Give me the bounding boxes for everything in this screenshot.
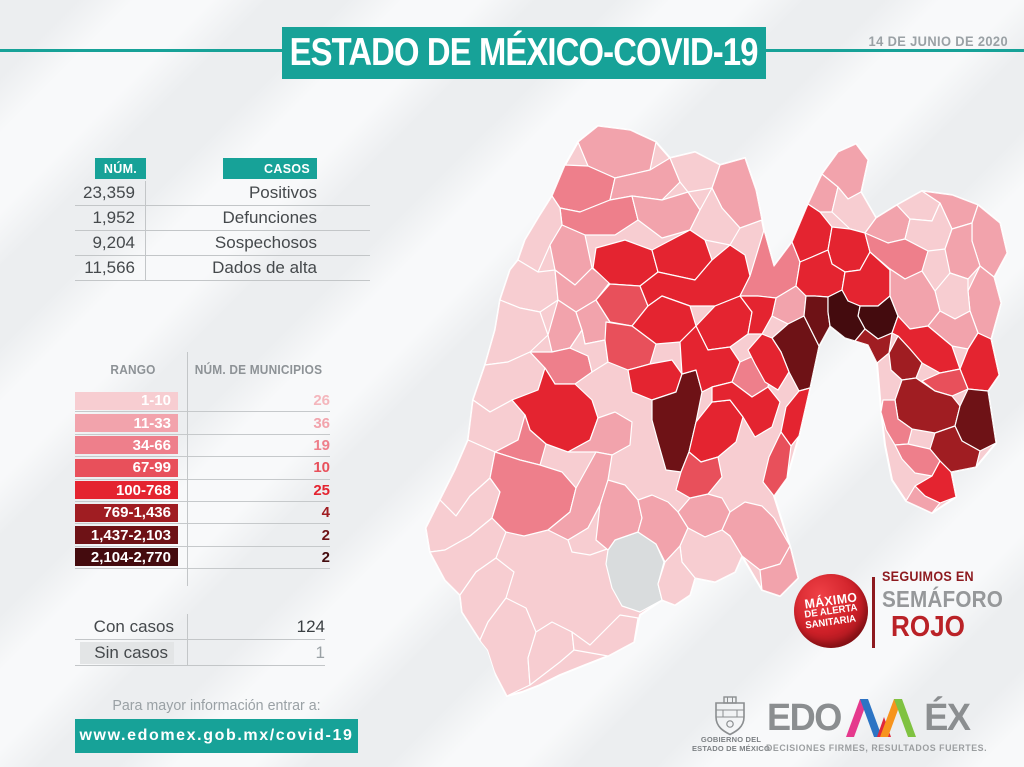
legend-swatch: 2,104-2,770: [75, 548, 178, 567]
municipality-cell: [759, 545, 799, 597]
municipality-cell: [888, 335, 923, 381]
edomex-logo-left: EDO: [766, 697, 842, 739]
legend-count: 36: [313, 414, 330, 432]
cases-label: Defunciones: [222, 208, 317, 227]
legend-row: 1,437-2,103 2: [75, 524, 330, 547]
cases-num: 1,952: [75, 206, 146, 230]
edomex-logo: EDO ÉX: [765, 697, 971, 738]
cases-label: Dados de alta: [212, 258, 317, 277]
cases-row: 11,566 Dados de alta: [75, 256, 370, 281]
range-legend-table: RANGO NÚM. DE MUNICIPIOS 1-10 26 11-33 36 34…: [75, 360, 330, 570]
legend-header-municipios: NÚM. DE MUNICIPIOS: [194, 363, 323, 377]
municipality-cell: [567, 411, 633, 456]
page-title: ESTADO DE MÉXICO-COVID-19: [289, 31, 759, 74]
report-date: 14 DE JUNIO DE 2020: [868, 33, 1008, 49]
legend-count: 2: [321, 548, 330, 566]
title-banner: ESTADO DE MÉXICO-COVID-19: [282, 27, 766, 79]
municipality-cell: [827, 289, 866, 342]
legend-row: 769-1,436 4: [75, 502, 330, 525]
legend-row: 34-66 19: [75, 435, 330, 458]
legend-column-divider: [187, 352, 188, 586]
state-map: [425, 125, 1008, 697]
sin-casos-label: Sin casos: [80, 641, 174, 664]
municipality-cell: [739, 295, 777, 335]
header-rule-left: [0, 49, 282, 52]
con-casos-row: Con casos 124: [75, 614, 325, 640]
gov-line1: GOBIERNO DEL: [700, 735, 762, 744]
municipality-cell: [905, 485, 941, 514]
legend-swatch: 1,437-2,103: [75, 526, 178, 545]
municipality-cell: [854, 328, 893, 364]
cases-row: 23,359 Positivos: [75, 181, 370, 206]
cases-row: 1,952 Defunciones: [75, 206, 370, 231]
cases-table-header-casos: CASOS: [223, 158, 317, 179]
legend-count: 10: [313, 459, 330, 477]
legend-count: 4: [321, 504, 330, 522]
municipality-cell: [747, 333, 790, 391]
cases-num: 11,566: [75, 256, 146, 280]
municipality-cell: [904, 202, 953, 252]
sin-casos-row: Sin casos 1: [75, 640, 325, 666]
cases-row: 9,204 Sospechosos: [75, 231, 370, 256]
legend-count: 19: [313, 436, 330, 454]
semaforo-status: SEGUIMOS EN SEMÁFORO ROJO: [882, 568, 1008, 644]
municipality-cell: [711, 381, 781, 438]
edomex-monogram-icon: [845, 699, 916, 737]
sin-casos-value: 1: [315, 642, 325, 662]
legend-row: 67-99 10: [75, 457, 330, 480]
gov-shield-icon: [715, 696, 745, 736]
legend-count: 25: [313, 481, 330, 499]
legend-rows: 1-10 26 11-33 36 34-66 19 67-99 10 100-768 25 769-…: [75, 390, 330, 570]
header-rule-right: [766, 49, 1024, 52]
municipality-cell: [517, 195, 563, 273]
totals-table: Con casos 124 Sin casos 1: [75, 614, 325, 666]
cases-label: Positivos: [248, 183, 317, 202]
cases-table-header-num: NÚM.: [95, 158, 146, 179]
con-casos-label: Con casos: [75, 614, 188, 639]
legend-swatch: 1-10: [75, 391, 178, 410]
legend-swatch: 34-66: [75, 436, 178, 455]
footer-info-text: Para mayor información entrar a:: [112, 697, 321, 714]
cases-table: NÚM. CASOS 23,359 Positivos 1,952 Defuncion…: [75, 155, 370, 281]
semaforo-line3: ROJO: [891, 611, 965, 643]
legend-count: 2: [321, 526, 330, 544]
legend-header-rango: RANGO: [110, 363, 156, 377]
semaforo-line1: SEGUIMOS EN: [882, 568, 974, 584]
legend-count: 26: [313, 392, 330, 410]
legend-swatch: 67-99: [75, 458, 178, 477]
alert-badge: MÁXIMO DE ALERTA SANITARIA: [794, 574, 868, 648]
covid-url-text: www.edomex.gob.mx/covid-19: [79, 727, 354, 744]
municipality-cell: [675, 451, 723, 499]
legend-row: 100-768 25: [75, 480, 330, 502]
gov-wordmark: GOBIERNO DEL ESTADO DE MÉXICO: [683, 735, 779, 754]
gov-line2: ESTADO DE MÉXICO: [691, 744, 771, 754]
edomex-tagline: DECISIONES FIRMES, RESULTADOS FUERTES.: [766, 743, 988, 753]
cases-num: 9,204: [75, 231, 146, 255]
edomex-logo-right: ÉX: [924, 697, 971, 739]
legend-row: 11-33 36: [75, 412, 330, 435]
cases-num: 23,359: [75, 181, 146, 205]
legend-swatch: 11-33: [75, 414, 178, 433]
alert-divider: [872, 577, 875, 648]
covid-url-link[interactable]: www.edomex.gob.mx/covid-19: [75, 719, 358, 753]
legend-row: 1-10 26: [75, 390, 330, 413]
municipality-cell: [762, 431, 792, 497]
cases-table-rows: 23,359 Positivos 1,952 Defunciones 9,204 Sosp…: [75, 181, 370, 281]
cases-label: Sospechosos: [214, 233, 317, 252]
legend-swatch: 769-1,436: [75, 503, 178, 522]
municipality-cell: [631, 295, 697, 345]
con-casos-value: 124: [296, 616, 325, 636]
legend-row: 2,104-2,770 2: [75, 547, 330, 570]
semaforo-line2: SEMÁFORO: [882, 586, 1004, 612]
legend-swatch: 100-768: [75, 481, 178, 500]
municipality-cell: [571, 614, 639, 657]
